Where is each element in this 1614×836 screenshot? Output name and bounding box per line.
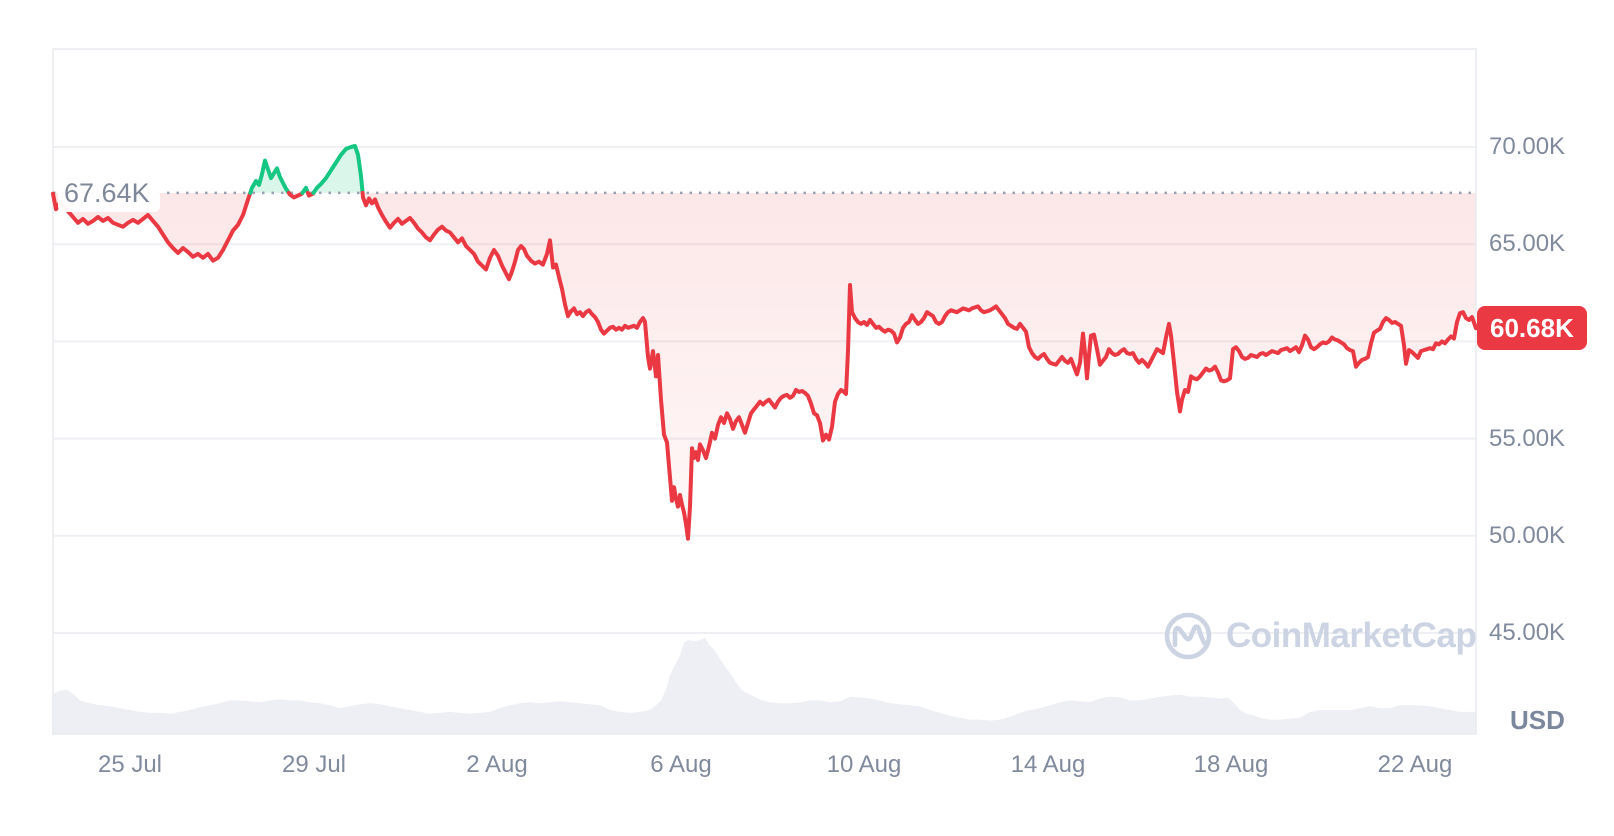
price-chart[interactable]: 67.64K 60.68K USD CoinMarketCap 70.00K 65… (0, 0, 1614, 836)
chart-plot-area[interactable] (0, 0, 1614, 836)
